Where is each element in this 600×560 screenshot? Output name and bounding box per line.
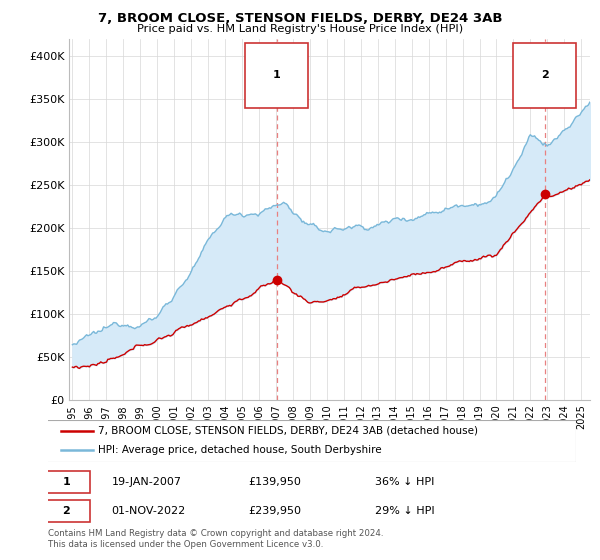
Text: £239,950: £239,950 [248,506,302,516]
FancyBboxPatch shape [43,471,90,493]
Text: 19-JAN-2007: 19-JAN-2007 [112,477,181,487]
Text: 1: 1 [62,477,70,487]
Text: 1: 1 [273,71,281,80]
Text: 2: 2 [541,71,548,80]
Text: 29% ↓ HPI: 29% ↓ HPI [376,506,435,516]
Text: HPI: Average price, detached house, South Derbyshire: HPI: Average price, detached house, Sout… [98,445,382,455]
Text: 7, BROOM CLOSE, STENSON FIELDS, DERBY, DE24 3AB: 7, BROOM CLOSE, STENSON FIELDS, DERBY, D… [98,12,502,25]
Text: Price paid vs. HM Land Registry's House Price Index (HPI): Price paid vs. HM Land Registry's House … [137,24,463,34]
Text: 01-NOV-2022: 01-NOV-2022 [112,506,185,516]
FancyBboxPatch shape [43,500,90,522]
Text: 2: 2 [62,506,70,516]
Text: 36% ↓ HPI: 36% ↓ HPI [376,477,435,487]
Text: 7, BROOM CLOSE, STENSON FIELDS, DERBY, DE24 3AB (detached house): 7, BROOM CLOSE, STENSON FIELDS, DERBY, D… [98,426,478,436]
Text: Contains HM Land Registry data © Crown copyright and database right 2024.
This d: Contains HM Land Registry data © Crown c… [48,529,383,549]
FancyBboxPatch shape [43,421,576,461]
Text: £139,950: £139,950 [248,477,302,487]
